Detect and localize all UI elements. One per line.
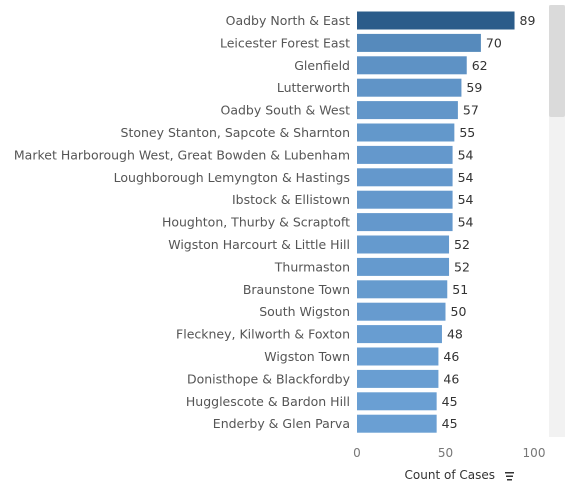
bar[interactable] — [357, 302, 446, 321]
category-label: Oadby North & East — [226, 13, 350, 28]
category-label: Leicester Forest East — [220, 35, 350, 50]
value-label: 46 — [443, 371, 459, 386]
category-label: Lutterworth — [277, 80, 350, 95]
x-axis-title: Count of Cases — [405, 468, 495, 482]
bar[interactable] — [357, 123, 455, 142]
value-label: 52 — [454, 259, 470, 274]
bar[interactable] — [357, 56, 467, 75]
value-label: 54 — [458, 192, 474, 207]
bar[interactable] — [357, 369, 439, 388]
category-label: Stoney Stanton, Sapcote & Sharnton — [121, 125, 350, 140]
x-tick-label: 0 — [353, 446, 361, 460]
value-label: 70 — [486, 35, 502, 50]
bar[interactable] — [357, 257, 450, 276]
category-label: Braunstone Town — [243, 282, 350, 297]
category-label: Loughborough Lemyngton & Hastings — [114, 170, 350, 185]
x-tick-label: 100 — [523, 446, 546, 460]
category-label: Wigston Harcourt & Little Hill — [168, 237, 350, 252]
sort-icon-line — [506, 475, 513, 477]
value-label: 59 — [466, 80, 482, 95]
value-label: 57 — [463, 103, 479, 118]
bar[interactable] — [357, 325, 442, 344]
category-label: Houghton, Thurby & Scraptoft — [162, 215, 350, 230]
bar[interactable] — [357, 101, 458, 120]
category-label: Fleckney, Kilworth & Foxton — [176, 327, 350, 342]
value-label: 48 — [447, 327, 463, 342]
scrollbar-thumb[interactable] — [549, 5, 565, 117]
value-label: 46 — [443, 349, 459, 364]
sort-descending-icon[interactable] — [505, 472, 514, 481]
bar[interactable] — [357, 414, 437, 433]
value-label: 51 — [452, 282, 468, 297]
category-label: Wigston Town — [264, 349, 350, 364]
bar[interactable] — [357, 190, 453, 209]
bar[interactable] — [357, 280, 448, 299]
bar[interactable] — [357, 33, 481, 52]
value-label: 55 — [459, 125, 475, 140]
bar[interactable] — [357, 11, 515, 30]
category-label: Ibstock & Ellistown — [232, 192, 350, 207]
value-label: 54 — [458, 147, 474, 162]
category-label: South Wigston — [259, 304, 350, 319]
sort-icon-line — [505, 472, 514, 474]
category-label: Market Harborough West, Great Bowden & L… — [14, 147, 350, 162]
bar[interactable] — [357, 235, 450, 254]
x-tick-label: 50 — [438, 446, 453, 460]
category-label: Thurmaston — [274, 259, 350, 274]
category-label: Enderby & Glen Parva — [213, 416, 350, 431]
bar[interactable] — [357, 168, 453, 187]
value-label: 54 — [458, 215, 474, 230]
category-label: Hugglescote & Bardon Hill — [186, 394, 350, 409]
sort-icon-line — [507, 479, 512, 481]
bar[interactable] — [357, 392, 437, 411]
bar[interactable] — [357, 347, 439, 366]
value-label: 62 — [472, 58, 488, 73]
value-label: 89 — [520, 13, 536, 28]
value-label: 52 — [454, 237, 470, 252]
value-label: 50 — [451, 304, 467, 319]
category-label: Donisthope & Blackfordby — [187, 371, 351, 386]
bar[interactable] — [357, 145, 453, 164]
bar[interactable] — [357, 78, 462, 97]
value-label: 45 — [442, 416, 458, 431]
bar[interactable] — [357, 213, 453, 232]
value-label: 45 — [442, 394, 458, 409]
value-label: 54 — [458, 170, 474, 185]
category-label: Oadby South & West — [221, 103, 351, 118]
category-label: Glenfield — [294, 58, 350, 73]
